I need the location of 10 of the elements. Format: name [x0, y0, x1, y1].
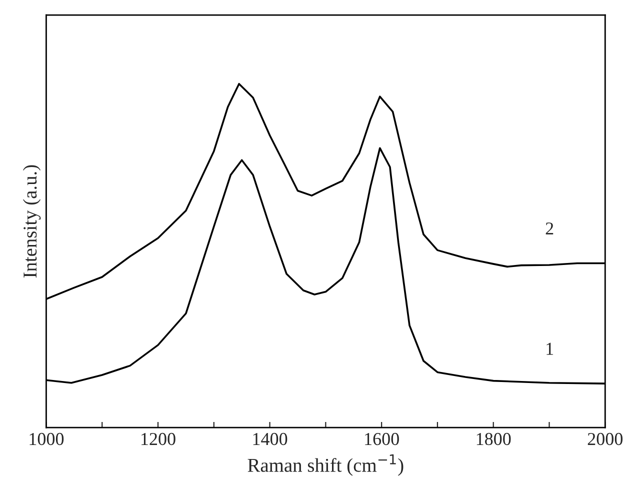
- x-tick-label: 1800: [476, 432, 511, 446]
- x-tick-label: 1200: [142, 432, 176, 446]
- series-label: 1: [546, 342, 554, 355]
- x-tick-label: 2000: [588, 432, 623, 446]
- x-tick-label: 1000: [30, 432, 64, 446]
- x-tick-label: 1600: [365, 432, 399, 446]
- y-axis-title: Intensity (a.u.): [22, 165, 41, 278]
- x-axis-title: Raman shift (cm$^{−1}$): [248, 454, 404, 476]
- x-tick-label: 1400: [253, 432, 288, 446]
- series-label: 2: [546, 222, 554, 234]
